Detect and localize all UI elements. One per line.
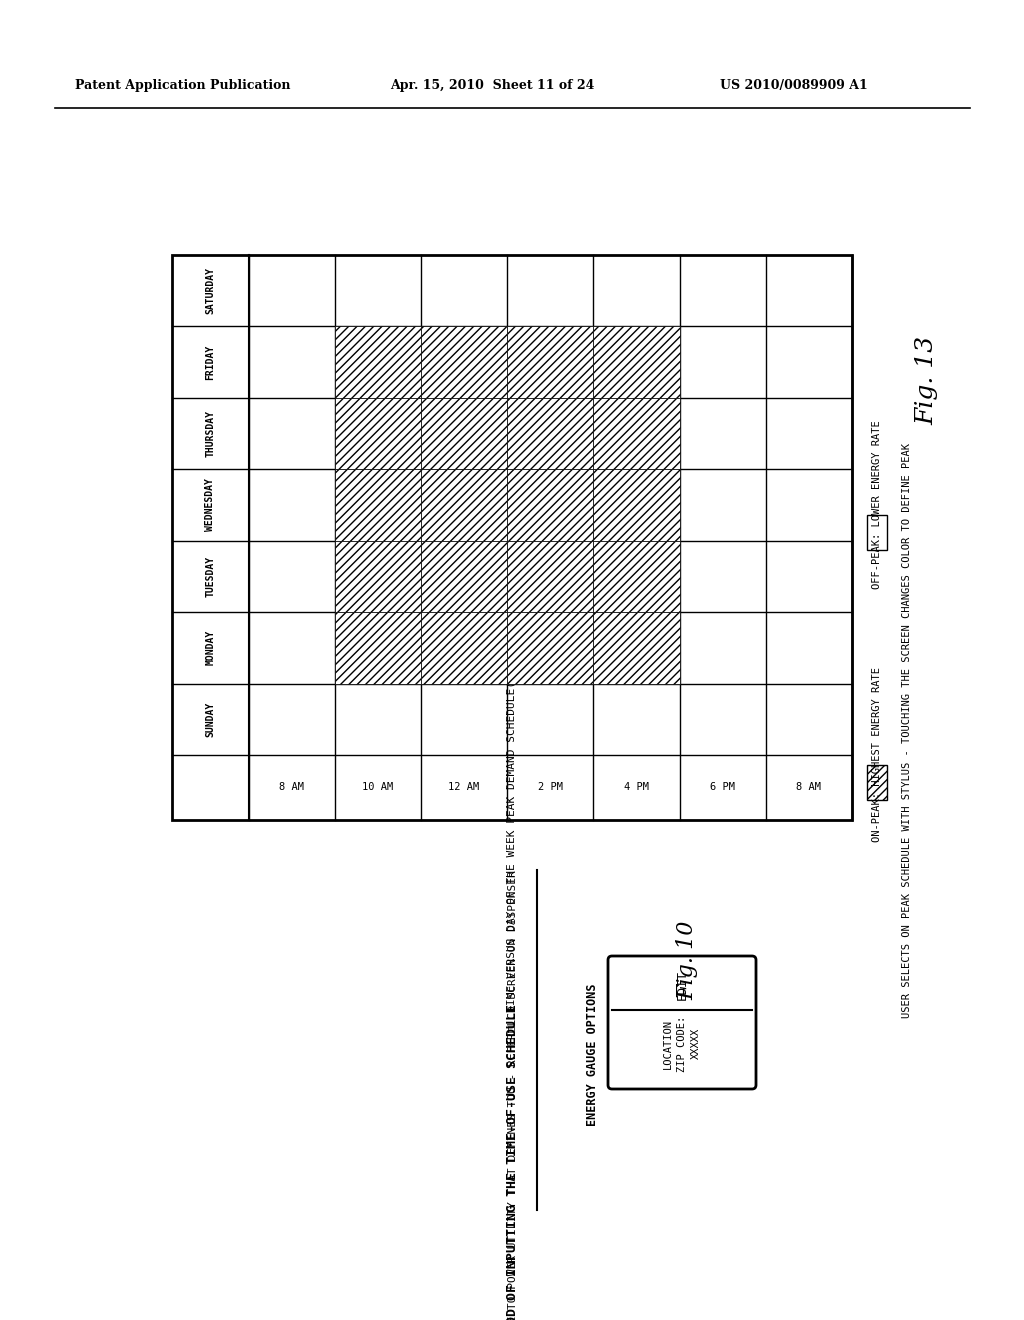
Bar xyxy=(593,612,680,684)
Text: 10 AM: 10 AM xyxy=(362,783,393,792)
Text: USER SELECTS ON PEAK SCHEDULE WITH STYLUS - TOUCHING THE SCREEN CHANGES COLOR TO: USER SELECTS ON PEAK SCHEDULE WITH STYLU… xyxy=(902,442,912,1018)
Bar xyxy=(421,470,507,541)
Bar xyxy=(593,397,680,470)
Bar xyxy=(172,255,852,820)
Bar xyxy=(867,515,887,550)
Bar xyxy=(507,612,593,684)
Text: 4 PM: 4 PM xyxy=(624,783,649,792)
Text: WEDNESDAY: WEDNESDAY xyxy=(205,479,215,532)
Text: OFF-PEAK: LOWER ENERGY RATE: OFF-PEAK: LOWER ENERGY RATE xyxy=(872,421,882,589)
Text: □  TIME VERSUS DAY OF THE WEEK PEAK DEMAND SCHEDULE(S): □ TIME VERSUS DAY OF THE WEEK PEAK DEMAN… xyxy=(507,668,517,1032)
Text: US 2010/0089909 A1: US 2010/0089909 A1 xyxy=(720,78,867,91)
Text: EDIT: EDIT xyxy=(676,970,688,1001)
Bar xyxy=(507,326,593,397)
Text: 12 AM: 12 AM xyxy=(449,783,479,792)
Bar xyxy=(335,470,421,541)
Bar xyxy=(507,541,593,612)
Text: 8 AM: 8 AM xyxy=(280,783,304,792)
Text: SATURDAY: SATURDAY xyxy=(205,267,215,314)
Text: 6 PM: 6 PM xyxy=(711,783,735,792)
Bar xyxy=(867,766,887,800)
Text: Fig. 13: Fig. 13 xyxy=(915,335,939,425)
Bar xyxy=(421,397,507,470)
FancyBboxPatch shape xyxy=(608,956,756,1089)
Text: 8 AM: 8 AM xyxy=(797,783,821,792)
Bar xyxy=(507,470,593,541)
Text: Patent Application Publication: Patent Application Publication xyxy=(75,78,291,91)
Bar xyxy=(421,612,507,684)
Bar xyxy=(335,612,421,684)
Text: MONDAY: MONDAY xyxy=(205,630,215,665)
Text: Fig. 10: Fig. 10 xyxy=(676,920,698,999)
Bar xyxy=(335,397,421,470)
Bar xyxy=(335,326,421,397)
Text: ENERGY GAUGE OPTIONS: ENERGY GAUGE OPTIONS xyxy=(586,983,598,1126)
Text: LOCATION
ZIP CODE:
XXXXX: LOCATION ZIP CODE: XXXXX xyxy=(663,1015,701,1072)
Bar xyxy=(421,326,507,397)
Bar xyxy=(421,541,507,612)
Text: □  ZIP CODE TO POWER UTILITY THAT DEFINES TOU - REFER LCD SCREEN ON DISPENSER: □ ZIP CODE TO POWER UTILITY THAT DEFINES… xyxy=(507,870,517,1320)
Text: METHOD OF INPUTTING THE TIME-OF-USE SCHEDULE: METHOD OF INPUTTING THE TIME-OF-USE SCHE… xyxy=(506,1005,518,1320)
Text: ON-PEAK: HIGHEST ENERGY RATE: ON-PEAK: HIGHEST ENERGY RATE xyxy=(872,668,882,842)
Text: SUNDAY: SUNDAY xyxy=(205,702,215,737)
Text: Apr. 15, 2010  Sheet 11 of 24: Apr. 15, 2010 Sheet 11 of 24 xyxy=(390,78,594,91)
Bar xyxy=(593,326,680,397)
Bar xyxy=(593,541,680,612)
Bar xyxy=(507,397,593,470)
Text: THURSDAY: THURSDAY xyxy=(205,411,215,457)
Text: TUESDAY: TUESDAY xyxy=(205,556,215,597)
Bar xyxy=(593,470,680,541)
Bar xyxy=(335,541,421,612)
Text: 2 PM: 2 PM xyxy=(538,783,563,792)
Text: FRIDAY: FRIDAY xyxy=(205,345,215,380)
